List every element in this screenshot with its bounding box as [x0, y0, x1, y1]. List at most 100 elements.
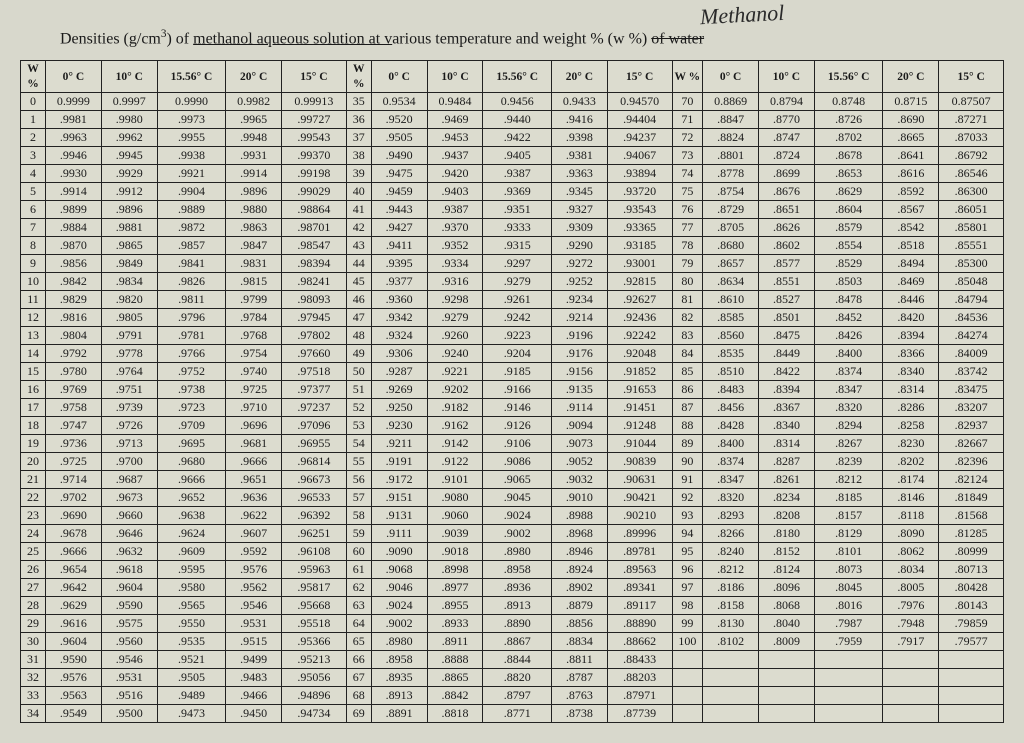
cell: .8820 [483, 669, 552, 687]
cell: 64 [346, 615, 371, 633]
cell: .8240 [703, 543, 759, 561]
col-a-2: 15.56° C [157, 61, 226, 93]
cell: .9563 [46, 687, 102, 705]
cell: 19 [21, 435, 46, 453]
cell: 8 [21, 237, 46, 255]
cell: 0.9982 [226, 93, 282, 111]
cell: .9624 [157, 525, 226, 543]
cell: .8005 [883, 579, 939, 597]
cell: .88203 [607, 669, 672, 687]
cell: .9696 [226, 417, 282, 435]
cell: .9387 [427, 201, 483, 219]
cell: .8958 [483, 561, 552, 579]
cell: .9024 [483, 507, 552, 525]
cell: .8738 [552, 705, 608, 723]
cell: .8503 [814, 273, 883, 291]
cell: .8234 [759, 489, 815, 507]
cell: .9191 [371, 453, 427, 471]
cell: .90839 [607, 453, 672, 471]
cell: .9002 [483, 525, 552, 543]
cell: .9521 [157, 651, 226, 669]
cell: .9290 [552, 237, 608, 255]
cell: .9142 [427, 435, 483, 453]
cell: 23 [21, 507, 46, 525]
cell: .8510 [703, 363, 759, 381]
cell: 94 [672, 525, 703, 543]
cell: .95668 [282, 597, 347, 615]
cell: 76 [672, 201, 703, 219]
cell: .9981 [46, 111, 102, 129]
cell: .8230 [883, 435, 939, 453]
cell: .8073 [814, 561, 883, 579]
cell: .9101 [427, 471, 483, 489]
cell: .9483 [226, 669, 282, 687]
cell: .86792 [939, 147, 1004, 165]
cell: .9955 [157, 129, 226, 147]
cell: .9360 [371, 291, 427, 309]
cell: .81568 [939, 507, 1004, 525]
cell: .9437 [427, 147, 483, 165]
cell: .9080 [427, 489, 483, 507]
cell: .9948 [226, 129, 282, 147]
col-b-3: 20° C [552, 61, 608, 93]
col-c-1: 10° C [759, 61, 815, 93]
cell: 49 [346, 345, 371, 363]
cell: .95213 [282, 651, 347, 669]
table-row: 00.99990.99970.99900.99820.99913350.9534… [21, 93, 1004, 111]
cell: .8770 [759, 111, 815, 129]
cell: 0.94570 [607, 93, 672, 111]
cell: .9562 [226, 579, 282, 597]
cell: .9151 [371, 489, 427, 507]
cell: .9736 [46, 435, 102, 453]
cell: 98 [672, 597, 703, 615]
cell: .9768 [226, 327, 282, 345]
cell: .8239 [814, 453, 883, 471]
cell: .9309 [552, 219, 608, 237]
cell: .9666 [157, 471, 226, 489]
cell: .8560 [703, 327, 759, 345]
cell: .8913 [371, 687, 427, 705]
cell [672, 705, 703, 723]
cell: .8924 [552, 561, 608, 579]
cell: 63 [346, 597, 371, 615]
cell: .9505 [371, 129, 427, 147]
cell: 24 [21, 525, 46, 543]
cell: .9811 [157, 291, 226, 309]
cell: .84009 [939, 345, 1004, 363]
col-b-2: 15.56° C [483, 61, 552, 93]
cell: .99029 [282, 183, 347, 201]
cell: .96392 [282, 507, 347, 525]
cell [883, 669, 939, 687]
cell: .8867 [483, 633, 552, 651]
cell: .90421 [607, 489, 672, 507]
cell: .8935 [371, 669, 427, 687]
cell: .9327 [552, 201, 608, 219]
cell: .92242 [607, 327, 672, 345]
cell: .8180 [759, 525, 815, 543]
cell: .8146 [883, 489, 939, 507]
cell [672, 669, 703, 687]
cell: .8980 [483, 543, 552, 561]
cell: .9725 [46, 453, 102, 471]
cell: 95 [672, 543, 703, 561]
cell: .8842 [427, 687, 483, 705]
cell: .8212 [814, 471, 883, 489]
cell [883, 651, 939, 669]
cell: .9651 [226, 471, 282, 489]
cell: .98701 [282, 219, 347, 237]
cell: .9086 [483, 453, 552, 471]
cell: 72 [672, 129, 703, 147]
cell: .9609 [157, 543, 226, 561]
cell: .9646 [101, 525, 157, 543]
cell: .96955 [282, 435, 347, 453]
cell: .8726 [814, 111, 883, 129]
cell: .9804 [46, 327, 102, 345]
cell: 55 [346, 453, 371, 471]
cell: .91248 [607, 417, 672, 435]
col-w3: W % [672, 61, 703, 93]
cell: .9738 [157, 381, 226, 399]
cell: .9590 [101, 597, 157, 615]
cell: .9531 [226, 615, 282, 633]
cell: 16 [21, 381, 46, 399]
cell: 100 [672, 633, 703, 651]
